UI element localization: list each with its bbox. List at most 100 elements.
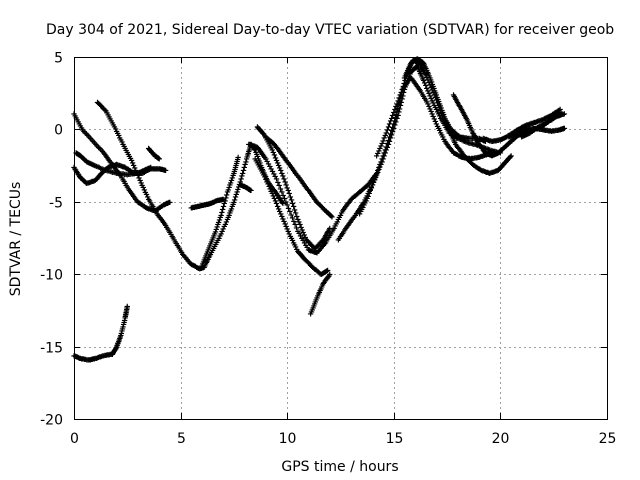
data-series: +++++++++++++++++++++++++ bbox=[308, 270, 333, 320]
data-point: + bbox=[215, 220, 221, 231]
data-point: + bbox=[312, 264, 318, 275]
data-point: + bbox=[270, 148, 276, 159]
data-point: + bbox=[442, 137, 448, 148]
data-point: + bbox=[444, 118, 450, 129]
data-point: + bbox=[116, 335, 122, 346]
data-point: + bbox=[120, 169, 126, 180]
data-point: + bbox=[79, 174, 85, 185]
data-point: + bbox=[480, 135, 486, 146]
data-point: + bbox=[446, 128, 452, 139]
data-point: + bbox=[281, 217, 287, 228]
data-point: + bbox=[308, 189, 314, 200]
data-point: + bbox=[79, 152, 85, 163]
data-point: + bbox=[226, 210, 232, 221]
data-point: + bbox=[255, 144, 261, 155]
data-point: + bbox=[244, 154, 250, 165]
data-point: + bbox=[469, 154, 475, 165]
data-point: + bbox=[463, 133, 469, 144]
data-point: + bbox=[403, 80, 409, 91]
data-point: + bbox=[265, 179, 271, 190]
data-point: + bbox=[465, 138, 471, 149]
data-point: + bbox=[412, 56, 418, 67]
data-point: + bbox=[327, 270, 333, 281]
data-point: + bbox=[317, 238, 323, 249]
data-point: + bbox=[119, 137, 125, 148]
data-point: + bbox=[141, 165, 147, 176]
data-point: + bbox=[255, 152, 261, 163]
data-point: + bbox=[126, 170, 132, 181]
data-point: + bbox=[251, 141, 257, 152]
data-point: + bbox=[312, 299, 318, 310]
data-point: + bbox=[97, 170, 103, 181]
data-point: + bbox=[88, 355, 94, 366]
data-point: + bbox=[215, 196, 221, 207]
data-point: + bbox=[463, 137, 469, 148]
y-axis-label: SDTVAR / TECUs bbox=[8, 182, 24, 297]
data-point: + bbox=[411, 64, 417, 75]
data-point: + bbox=[153, 205, 159, 216]
data-point: + bbox=[157, 164, 163, 175]
data-point: + bbox=[86, 178, 92, 189]
data-point: + bbox=[458, 132, 464, 143]
data-point: + bbox=[312, 194, 318, 205]
data-point: + bbox=[468, 134, 474, 145]
data-point: + bbox=[119, 326, 125, 337]
data-point: + bbox=[400, 82, 406, 93]
data-point: + bbox=[111, 160, 117, 171]
data-point: + bbox=[136, 173, 142, 184]
data-point: + bbox=[385, 135, 391, 146]
data-point: + bbox=[400, 91, 406, 102]
data-point: + bbox=[92, 354, 98, 365]
data-point: + bbox=[478, 152, 484, 163]
data-point: + bbox=[336, 233, 342, 244]
data-point: + bbox=[408, 58, 414, 69]
data-point: + bbox=[242, 182, 248, 193]
data-point: + bbox=[160, 218, 166, 229]
data-point: + bbox=[440, 132, 446, 143]
data-point: + bbox=[361, 197, 367, 208]
data-point: + bbox=[464, 153, 470, 164]
data-point: + bbox=[272, 141, 278, 152]
data-point: + bbox=[231, 168, 237, 179]
data-point: + bbox=[137, 176, 143, 187]
data-point: + bbox=[85, 131, 91, 142]
data-point: + bbox=[264, 133, 270, 144]
data-point: + bbox=[195, 202, 201, 213]
data-point: + bbox=[73, 113, 79, 124]
data-point: + bbox=[332, 221, 338, 232]
data-point: + bbox=[307, 245, 313, 256]
data-point: + bbox=[380, 136, 386, 147]
data-point: + bbox=[155, 153, 161, 164]
data-point: + bbox=[74, 149, 80, 160]
data-point: + bbox=[279, 168, 285, 179]
data-series: +++++++++++++++++ bbox=[237, 180, 254, 197]
data-point: + bbox=[404, 70, 410, 81]
data-point: + bbox=[234, 156, 240, 167]
data-point: + bbox=[315, 198, 321, 209]
data-point: + bbox=[259, 166, 265, 177]
data-point: + bbox=[480, 151, 486, 162]
data-point: + bbox=[247, 185, 253, 196]
data-point: + bbox=[369, 174, 375, 185]
data-point: + bbox=[155, 210, 161, 221]
data-point: + bbox=[157, 202, 163, 213]
data-point: + bbox=[316, 239, 322, 250]
data-point: + bbox=[138, 200, 144, 211]
data-point: + bbox=[225, 185, 231, 196]
data-point: + bbox=[276, 145, 282, 156]
data-point: + bbox=[159, 165, 165, 176]
data-point: + bbox=[81, 176, 87, 187]
data-point: + bbox=[203, 258, 209, 269]
data-point: + bbox=[159, 201, 165, 212]
data-point: + bbox=[143, 203, 149, 214]
data-point: + bbox=[272, 172, 278, 183]
data-point: + bbox=[489, 148, 495, 159]
data-point: + bbox=[321, 277, 327, 288]
data-point: + bbox=[78, 123, 84, 134]
data-point: + bbox=[263, 175, 269, 186]
data-point: + bbox=[426, 78, 432, 89]
data-point: + bbox=[402, 82, 408, 93]
data-point: + bbox=[308, 309, 314, 320]
y-tick-label: -5 bbox=[49, 196, 63, 212]
data-point: + bbox=[293, 242, 299, 253]
